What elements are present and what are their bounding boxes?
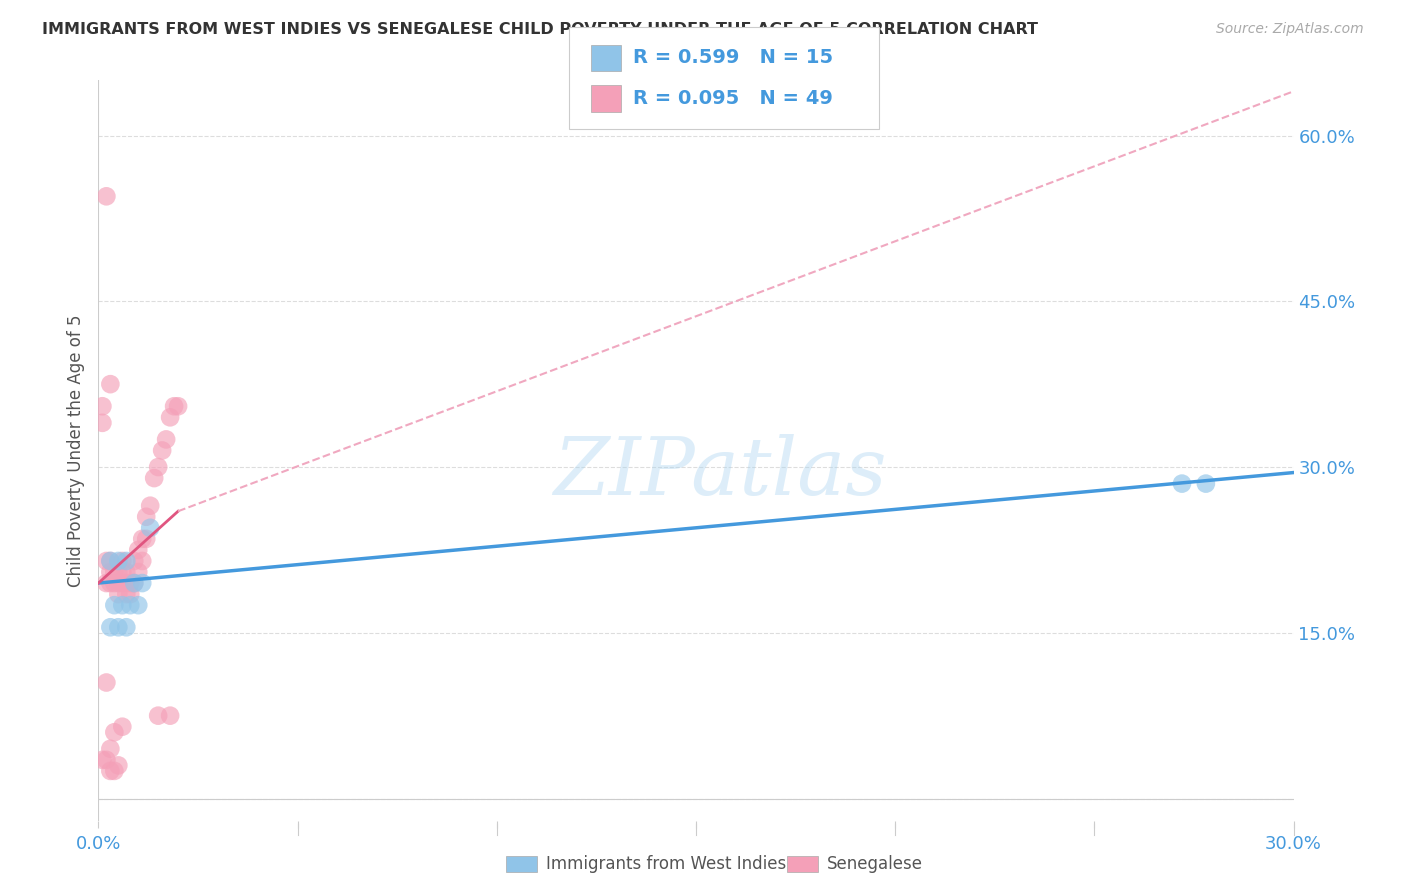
Point [135, 532, 157, 546]
Point [91, 416, 114, 430]
Point [143, 471, 166, 485]
Point [111, 720, 134, 734]
Point [1195, 476, 1218, 491]
Point [107, 587, 129, 601]
Point [98, 576, 122, 591]
Point [124, 554, 146, 568]
Point [1171, 476, 1194, 491]
Point [107, 576, 129, 591]
Point [150, 443, 173, 458]
Point [135, 509, 157, 524]
Point [155, 433, 177, 447]
Point [127, 542, 149, 557]
Point [107, 554, 129, 568]
Point [115, 587, 138, 601]
Point [91, 399, 114, 413]
Text: Senegalese: Senegalese [827, 855, 922, 873]
Point [115, 576, 138, 591]
Point [96, 753, 118, 767]
Point [120, 598, 142, 612]
Point [98, 764, 122, 778]
Point [96, 554, 118, 568]
Point [96, 576, 118, 591]
Point [139, 521, 162, 535]
Point [124, 576, 146, 591]
Point [107, 620, 129, 634]
Text: Immigrants from West Indies: Immigrants from West Indies [546, 855, 786, 873]
Point [96, 675, 118, 690]
Point [96, 189, 118, 203]
Point [127, 565, 149, 579]
Point [98, 554, 122, 568]
Point [98, 377, 122, 392]
Point [124, 576, 146, 591]
Point [98, 565, 122, 579]
Point [131, 532, 153, 546]
Point [163, 399, 186, 413]
Point [131, 554, 153, 568]
Point [115, 554, 138, 568]
Point [159, 410, 181, 425]
Point [98, 620, 122, 634]
Text: ZIPatlas: ZIPatlas [553, 434, 887, 511]
Point [159, 708, 181, 723]
Point [98, 741, 122, 756]
Point [103, 764, 125, 778]
Point [91, 753, 114, 767]
Point [120, 587, 142, 601]
Text: R = 0.599   N = 15: R = 0.599 N = 15 [633, 48, 832, 68]
Point [103, 725, 125, 739]
Point [107, 758, 129, 772]
Point [148, 708, 170, 723]
Point [111, 598, 134, 612]
Y-axis label: Child Poverty Under the Age of 5: Child Poverty Under the Age of 5 [66, 314, 84, 587]
Point [103, 576, 125, 591]
Text: R = 0.095   N = 49: R = 0.095 N = 49 [633, 88, 832, 108]
Point [107, 565, 129, 579]
Point [111, 576, 134, 591]
Point [120, 576, 142, 591]
Text: IMMIGRANTS FROM WEST INDIES VS SENEGALESE CHILD POVERTY UNDER THE AGE OF 5 CORRE: IMMIGRANTS FROM WEST INDIES VS SENEGALES… [42, 22, 1038, 37]
Point [115, 620, 138, 634]
Point [103, 565, 125, 579]
Point [111, 565, 134, 579]
Point [131, 576, 153, 591]
Point [167, 399, 190, 413]
Text: Source: ZipAtlas.com: Source: ZipAtlas.com [1216, 22, 1364, 37]
Point [103, 598, 125, 612]
Point [115, 565, 138, 579]
Point [127, 598, 149, 612]
Point [148, 460, 170, 475]
Point [98, 554, 122, 568]
Point [111, 554, 134, 568]
Point [139, 499, 162, 513]
